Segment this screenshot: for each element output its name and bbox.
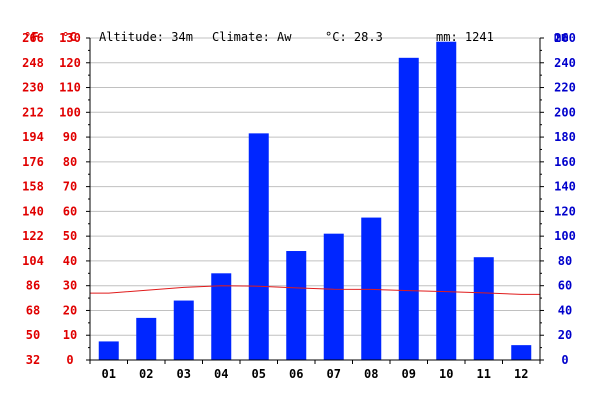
precip-tick-label: 20 — [558, 328, 572, 342]
month-label: 02 — [139, 367, 153, 381]
celsius-tick-label: 10 — [63, 328, 77, 342]
month-label: 10 — [439, 367, 453, 381]
month-label: 11 — [477, 367, 491, 381]
precip-bar — [248, 133, 269, 360]
celsius-tick-label: 120 — [59, 56, 81, 70]
month-label: 07 — [327, 367, 341, 381]
precip-bar — [436, 41, 457, 360]
month-label: 08 — [364, 367, 378, 381]
celsius-tick-label: 40 — [63, 254, 77, 268]
celsius-tick-label: 130 — [59, 31, 81, 45]
celsius-tick-label: 110 — [59, 81, 81, 95]
celsius-tick-label: 100 — [59, 105, 81, 119]
precip-tick-label: 60 — [558, 279, 572, 293]
celsius-axis: 0 10 20 30 40 50 60 70 80 90 100 110 120 130 — [59, 31, 81, 367]
precip-bar — [511, 345, 532, 360]
plot-frame — [86, 37, 544, 364]
precip-axis: 0 20 40 60 80 100 120 140 160 180 200 220 240 260 — [554, 31, 576, 367]
celsius-tick-label: 50 — [63, 229, 77, 243]
precip-bar — [173, 300, 194, 360]
precip-tick-label: 100 — [554, 229, 576, 243]
celsius-tick-label: 60 — [63, 204, 77, 218]
fahrenheit-tick-label: 266 — [22, 31, 44, 45]
celsius-unit-label: °C — [62, 30, 76, 44]
precip-bar — [98, 341, 119, 360]
fahrenheit-axis: 32 50 68 86 104 122 140 158 176 194 212 230 248 266 — [22, 31, 44, 367]
precip-tick-label: 160 — [554, 155, 576, 169]
altitude-label: Altitude: 34m — [99, 30, 193, 44]
month-label: 03 — [177, 367, 191, 381]
precip-bar — [211, 273, 232, 360]
fahrenheit-tick-label: 50 — [26, 328, 40, 342]
precip-tick-label: 220 — [554, 81, 576, 95]
fahrenheit-tick-label: 122 — [22, 229, 44, 243]
precip-tick-label: 180 — [554, 130, 576, 144]
celsius-tick-label: 30 — [63, 279, 77, 293]
celsius-tick-label: 0 — [66, 353, 73, 367]
precip-bar — [473, 257, 494, 360]
precip-tick-label: 80 — [558, 254, 572, 268]
precip-bars — [98, 41, 532, 361]
precip-bar — [361, 217, 382, 360]
month-label: 09 — [402, 367, 416, 381]
precip-bar — [136, 317, 157, 360]
precip-bar — [323, 233, 344, 360]
fahrenheit-tick-label: 104 — [22, 254, 44, 268]
month-label: 05 — [252, 367, 266, 381]
precip-tick-label: 40 — [558, 303, 572, 317]
precip-tick-label: 120 — [554, 204, 576, 218]
fahrenheit-tick-label: 86 — [26, 279, 40, 293]
month-label: 12 — [514, 367, 528, 381]
fahrenheit-tick-label: 212 — [22, 105, 44, 119]
celsius-tick-label: 90 — [63, 130, 77, 144]
precip-tick-label: 200 — [554, 105, 576, 119]
fahrenheit-tick-label: 176 — [22, 155, 44, 169]
fahrenheit-tick-label: 158 — [22, 180, 44, 194]
fahrenheit-tick-label: 32 — [26, 353, 40, 367]
celsius-tick-label: 80 — [63, 155, 77, 169]
fahrenheit-tick-label: 248 — [22, 56, 44, 70]
precip-tick-label: 0 — [561, 353, 568, 367]
mean-temp-label: °C: 28.3 — [325, 30, 383, 44]
celsius-tick-label: 70 — [63, 180, 77, 194]
fahrenheit-unit-label: °F — [24, 30, 38, 44]
fahrenheit-tick-label: 194 — [22, 130, 44, 144]
precip-tick-label: 240 — [554, 56, 576, 70]
precip-tick-label: 140 — [554, 180, 576, 194]
annual-precip-label: mm: 1241 — [436, 30, 494, 44]
fahrenheit-tick-label: 68 — [26, 303, 40, 317]
celsius-tick-label: 20 — [63, 303, 77, 317]
month-label: 06 — [289, 367, 303, 381]
month-label: 04 — [214, 367, 228, 381]
fahrenheit-tick-label: 230 — [22, 81, 44, 95]
month-label: 01 — [102, 367, 116, 381]
month-axis: 01 02 03 04 05 06 07 08 09 10 11 12 — [102, 367, 529, 381]
precip-tick-label: 260 — [554, 31, 576, 45]
precip-bar — [398, 57, 419, 361]
temperature-line — [90, 285, 540, 295]
fahrenheit-tick-label: 140 — [22, 204, 44, 218]
grid-lines — [90, 37, 540, 336]
precip-unit-label: mm — [554, 30, 568, 44]
precip-bar — [286, 251, 307, 360]
climate-label: Climate: Aw — [212, 30, 292, 44]
